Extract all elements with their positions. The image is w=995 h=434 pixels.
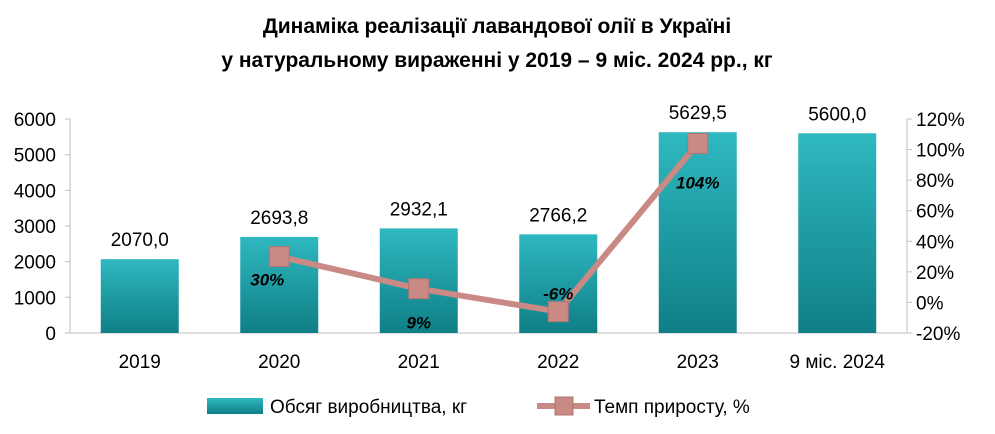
legend-marker — [554, 396, 574, 416]
y-tick-label-left: 4000 — [14, 181, 56, 202]
legend-label-bars: Обсяг виробництва, кг — [270, 397, 467, 418]
x-tick-label: 2019 — [119, 352, 161, 373]
y-tick-label-left: 0 — [45, 324, 56, 345]
chart-subtitle: у натуральному вираженні у 2019 – 9 міс.… — [221, 49, 773, 72]
bar-data-label: 2070,0 — [111, 230, 169, 251]
growth-data-label: 30% — [250, 271, 284, 290]
growth-line — [278, 141, 701, 315]
legend-label-line: Темп приросту, % — [594, 397, 750, 418]
growth-marker — [687, 132, 709, 154]
growth-data-label: 9% — [406, 314, 431, 333]
bar-data-label: 2932,1 — [390, 199, 448, 220]
y-tick-label-left: 1000 — [14, 288, 56, 309]
growth-data-label: -6% — [543, 285, 573, 304]
y-tick-label-right: 20% — [916, 263, 954, 284]
bar — [100, 259, 179, 333]
y-tick-label-right: 40% — [916, 232, 954, 253]
growth-marker — [408, 278, 430, 300]
y-tick-label-left: 5000 — [14, 146, 56, 167]
legend: Обсяг виробництва, кг Темп приросту, % — [207, 396, 750, 418]
y-tick-label-right: 60% — [916, 202, 954, 223]
x-tick-label: 2020 — [258, 352, 300, 373]
y-tick-label-right: 0% — [916, 293, 944, 314]
x-tick-label: 2023 — [677, 352, 719, 373]
y-tick-label-right: 120% — [916, 110, 965, 131]
y-tick-label-right: -20% — [916, 324, 960, 345]
legend-swatch-bars — [207, 398, 263, 414]
bar — [798, 133, 877, 333]
x-tick-label: 9 міс. 2024 — [790, 352, 886, 373]
growth-marker — [268, 246, 290, 268]
bar — [658, 132, 737, 333]
y-tick-label-left: 6000 — [14, 110, 56, 131]
y-tick-label-left: 3000 — [14, 217, 56, 238]
plot-area: 0 1000 2000 3000 4000 5000 6000 -20% 0% 20% 40% 60%… — [14, 103, 965, 373]
bar-data-label: 2766,2 — [529, 205, 587, 226]
y-tick-label-right: 100% — [916, 141, 965, 162]
y-tick-label-left: 2000 — [14, 253, 56, 274]
bar-data-label: 2693,8 — [250, 208, 308, 229]
growth-data-label: 104% — [676, 173, 719, 192]
x-tick-label: 2022 — [537, 352, 579, 373]
growth-marker — [547, 301, 569, 323]
bar-data-label: 5629,5 — [669, 103, 727, 124]
x-tick-label: 2021 — [398, 352, 440, 373]
bar-data-label: 5600,0 — [808, 104, 866, 125]
y-tick-label-right: 80% — [916, 171, 954, 192]
chart-title: Динаміка реалізації лавандової олії в Ук… — [263, 15, 731, 38]
